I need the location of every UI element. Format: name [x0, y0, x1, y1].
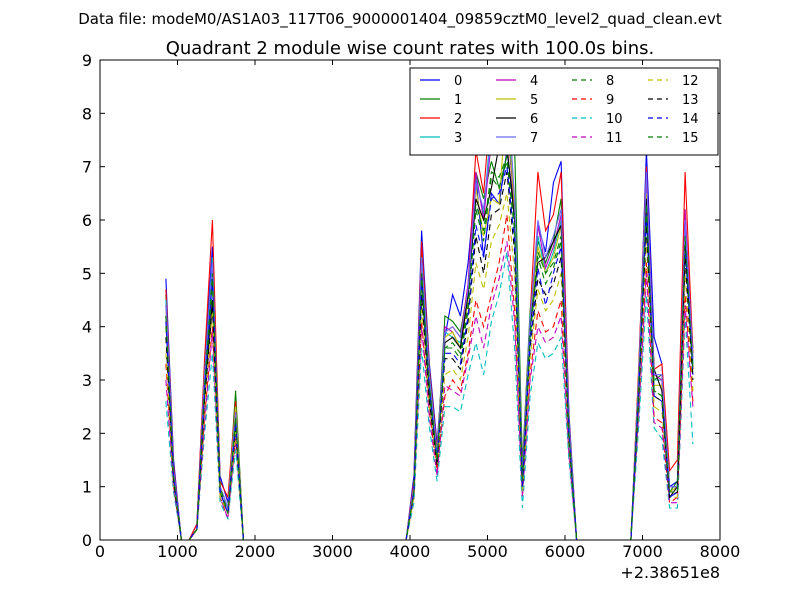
- y-tick-label: 2: [82, 424, 92, 443]
- y-tick-label: 6: [82, 211, 92, 230]
- x-tick-label: 6000: [545, 542, 586, 561]
- y-tick-label: 9: [82, 51, 92, 70]
- x-tick-label: 8000: [700, 542, 741, 561]
- series-line-2: [165, 96, 694, 540]
- series-line-5: [165, 91, 694, 540]
- series-line-14: [165, 166, 694, 540]
- series-line-1: [165, 143, 694, 540]
- x-tick-label: 1000: [157, 542, 198, 561]
- x-tick-label: 5000: [467, 542, 508, 561]
- legend-label-1: 1: [454, 93, 462, 108]
- chart-title: Quadrant 2 module wise count rates with …: [166, 38, 655, 59]
- series-line-7: [165, 80, 694, 540]
- legend-label-14: 14: [682, 112, 699, 127]
- series-line-3: [165, 113, 694, 540]
- series-line-8: [165, 161, 694, 540]
- x-tick-label: 7000: [622, 542, 663, 561]
- y-tick-label: 8: [82, 104, 92, 123]
- series-line-15: [165, 155, 694, 540]
- legend-label-4: 4: [530, 74, 538, 89]
- figure-suptitle: Data file: modeM0/AS1A03_117T06_90000014…: [78, 10, 722, 29]
- y-tick-label: 3: [82, 371, 92, 390]
- legend-label-11: 11: [606, 131, 623, 146]
- x-tick-label: 2000: [235, 542, 276, 561]
- y-tick-label: 0: [82, 531, 92, 550]
- legend-label-9: 9: [606, 93, 614, 108]
- legend-label-2: 2: [454, 112, 462, 127]
- legend-label-8: 8: [606, 74, 614, 89]
- y-tick-label: 4: [82, 318, 92, 337]
- legend-label-7: 7: [530, 131, 538, 146]
- legend-label-10: 10: [606, 112, 623, 127]
- legend-label-5: 5: [530, 93, 538, 108]
- legend-label-12: 12: [682, 74, 699, 89]
- axes: 0 1000 2000 3000 4000 5000 6000 7000 80000123456…: [82, 51, 741, 561]
- series-lines: [165, 75, 694, 540]
- y-tick-label: 1: [82, 478, 92, 497]
- legend-box: [409, 67, 719, 156]
- series-line-0: [165, 150, 694, 540]
- x-axis-offset-label: +2.38651e8: [620, 563, 720, 582]
- series-line-10: [165, 251, 694, 540]
- legend-label-15: 15: [682, 131, 699, 146]
- legend-label-6: 6: [530, 112, 538, 127]
- x-tick-label: 0: [95, 542, 105, 561]
- plot-area: [165, 75, 694, 540]
- series-line-13: [165, 171, 694, 540]
- legend-label-13: 13: [682, 93, 699, 108]
- legend-label-3: 3: [454, 131, 462, 146]
- series-line-6: [165, 144, 694, 540]
- y-tick-label: 5: [82, 264, 92, 283]
- legend-label-0: 0: [454, 74, 462, 89]
- y-tick-label: 7: [82, 158, 92, 177]
- x-tick-label: 4000: [390, 542, 431, 561]
- x-tick-label: 3000: [312, 542, 353, 561]
